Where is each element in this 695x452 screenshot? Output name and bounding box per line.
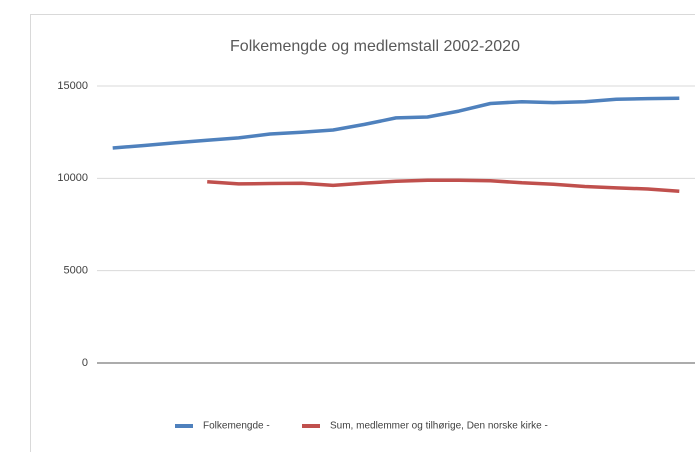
chart-frame xyxy=(30,14,695,452)
legend-label: Sum, medlemmer og tilhørige, Den norske … xyxy=(330,421,548,432)
chart-title: Folkemengde og medlemstall 2002-2020 xyxy=(230,38,520,55)
y-tick-label: 10000 xyxy=(57,172,88,184)
y-tick-label: 0 xyxy=(82,357,88,369)
y-tick-label: 5000 xyxy=(64,265,88,277)
y-tick-label: 15000 xyxy=(57,80,88,92)
legend-label: Folkemengde - xyxy=(203,421,270,432)
series-line xyxy=(112,96,680,150)
series-line xyxy=(207,178,680,194)
